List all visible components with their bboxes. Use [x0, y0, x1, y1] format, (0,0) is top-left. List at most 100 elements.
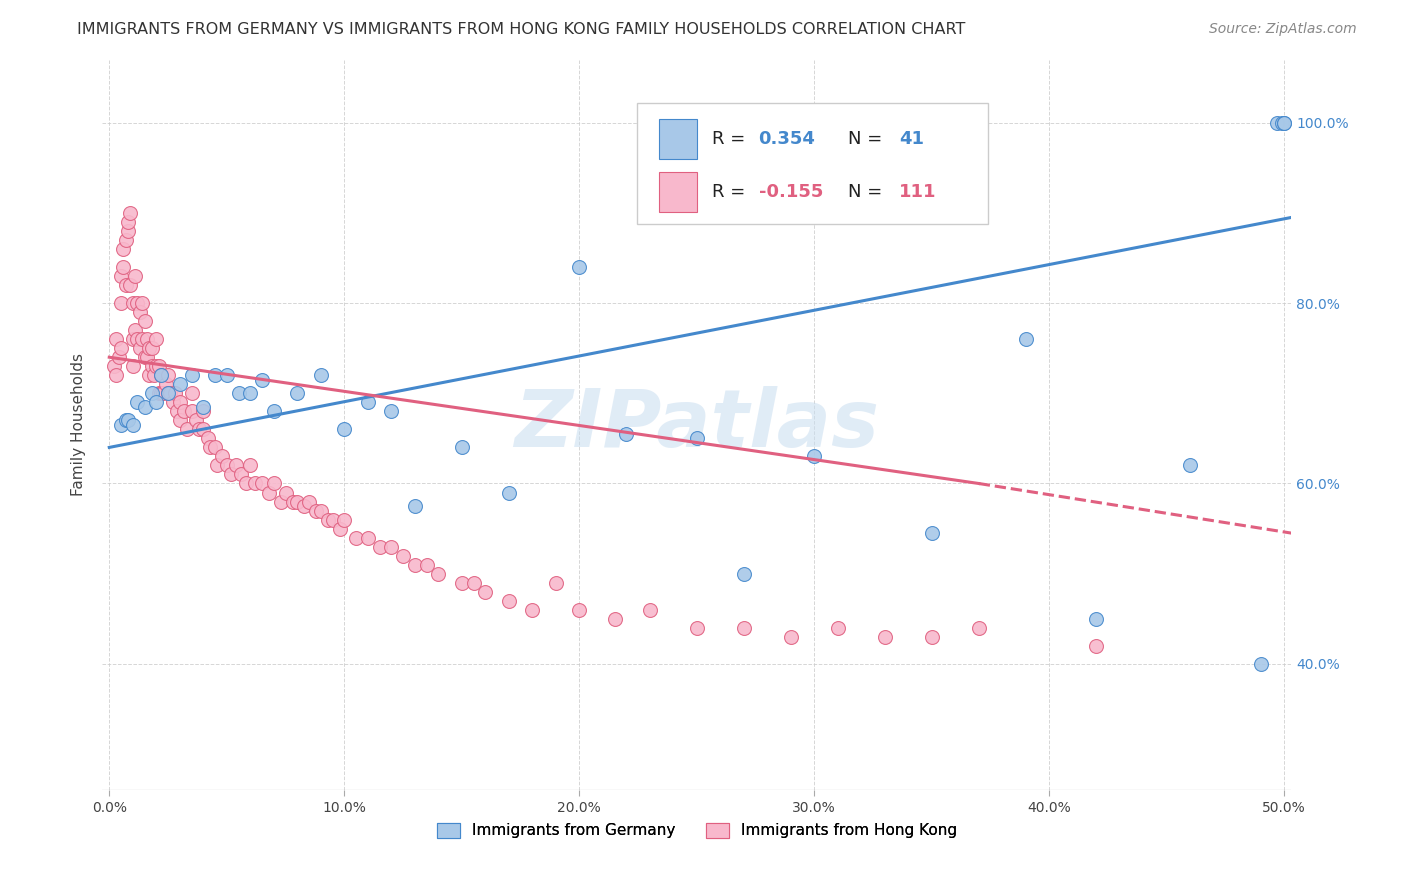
Point: [309, 368, 332, 383]
Text: R =: R =: [713, 183, 751, 201]
Point: [733, 566, 755, 581]
Point: [180, 368, 202, 383]
Point: [309, 503, 332, 517]
Point: [131, 296, 153, 310]
Point: [298, 494, 321, 508]
Point: [162, 395, 184, 409]
Point: [285, 494, 308, 508]
Y-axis label: Family Households: Family Households: [72, 353, 86, 496]
Point: [141, 341, 163, 355]
Point: [128, 341, 150, 355]
Point: [321, 512, 343, 526]
Point: [1272, 116, 1295, 130]
Point: [142, 368, 165, 383]
Point: [292, 499, 315, 513]
Point: [200, 441, 222, 455]
Point: [498, 485, 520, 500]
Point: [450, 575, 472, 590]
Point: [105, 332, 128, 346]
Point: [1265, 116, 1288, 130]
Point: [211, 450, 233, 464]
Point: [124, 323, 146, 337]
Point: [166, 404, 188, 418]
Point: [357, 531, 380, 545]
Point: [197, 431, 219, 445]
Point: [165, 386, 187, 401]
Point: [117, 224, 139, 238]
Point: [110, 296, 132, 310]
Point: [873, 630, 896, 644]
Point: [544, 575, 567, 590]
Point: [733, 621, 755, 635]
FancyBboxPatch shape: [637, 103, 988, 224]
Point: [207, 458, 229, 473]
Point: [128, 305, 150, 319]
FancyBboxPatch shape: [659, 119, 697, 159]
Point: [357, 395, 380, 409]
Point: [187, 422, 209, 436]
Point: [270, 494, 292, 508]
Point: [344, 531, 367, 545]
Point: [368, 540, 391, 554]
Point: [1085, 639, 1108, 653]
Point: [827, 621, 849, 635]
Point: [156, 386, 179, 401]
Point: [134, 400, 156, 414]
Point: [117, 413, 139, 427]
Legend: Immigrants from Germany, Immigrants from Hong Kong: Immigrants from Germany, Immigrants from…: [430, 816, 963, 845]
Point: [250, 476, 273, 491]
Point: [614, 426, 637, 441]
Point: [131, 332, 153, 346]
Point: [215, 458, 238, 473]
Point: [148, 359, 170, 374]
Point: [120, 206, 142, 220]
Point: [117, 215, 139, 229]
Point: [105, 368, 128, 383]
Point: [1085, 612, 1108, 626]
Point: [193, 422, 215, 436]
Point: [135, 350, 157, 364]
Point: [180, 404, 202, 418]
Point: [156, 386, 179, 401]
Text: IMMIGRANTS FROM GERMANY VS IMMIGRANTS FROM HONG KONG FAMILY HOUSEHOLDS CORRELATI: IMMIGRANTS FROM GERMANY VS IMMIGRANTS FR…: [77, 22, 966, 37]
Point: [1180, 458, 1202, 473]
Point: [274, 485, 297, 500]
Point: [1271, 116, 1294, 130]
Point: [568, 603, 591, 617]
Point: [450, 441, 472, 455]
Point: [121, 359, 143, 374]
Point: [186, 413, 208, 427]
Point: [263, 476, 285, 491]
Point: [114, 233, 136, 247]
Text: -0.155: -0.155: [759, 183, 823, 201]
Point: [169, 395, 191, 409]
Point: [148, 386, 170, 401]
Point: [121, 417, 143, 432]
Point: [156, 368, 179, 383]
Point: [121, 296, 143, 310]
Point: [281, 494, 304, 508]
Text: ZIPatlas: ZIPatlas: [515, 386, 879, 464]
Point: [239, 458, 262, 473]
Point: [404, 558, 426, 572]
Point: [333, 512, 356, 526]
Point: [103, 359, 125, 374]
Text: 0.354: 0.354: [759, 130, 815, 148]
Point: [110, 417, 132, 432]
Point: [1015, 332, 1038, 346]
Text: N =: N =: [848, 130, 887, 148]
Point: [603, 612, 626, 626]
Point: [193, 404, 215, 418]
Point: [333, 422, 356, 436]
FancyBboxPatch shape: [659, 172, 697, 212]
Text: R =: R =: [713, 130, 751, 148]
Point: [149, 368, 172, 383]
Point: [107, 350, 129, 364]
Point: [498, 593, 520, 607]
Point: [474, 584, 496, 599]
Point: [159, 386, 181, 401]
Point: [134, 350, 156, 364]
Point: [921, 630, 943, 644]
Point: [145, 395, 167, 409]
Point: [779, 630, 801, 644]
